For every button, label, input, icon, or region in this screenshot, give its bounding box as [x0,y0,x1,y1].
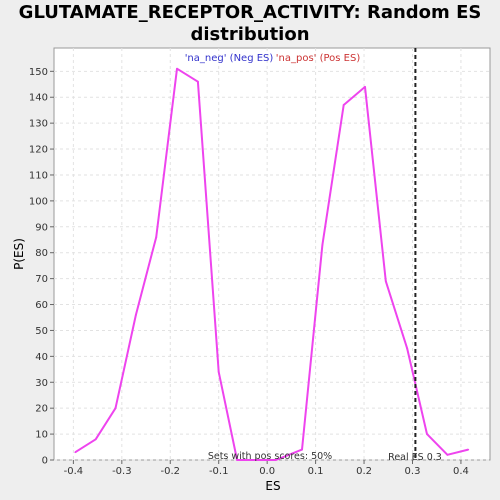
y-tick-label: 130 [29,119,48,130]
y-tick-label: 110 [29,170,48,181]
data-point [446,453,449,456]
series-layer [74,67,470,461]
y-tick-label: 70 [35,274,48,285]
y-tick-label: 10 [35,430,48,441]
data-point [217,370,220,373]
y-tick-label: 150 [29,67,48,78]
data-point [364,85,366,88]
y-tick-label: 50 [35,326,48,337]
y-tick-label: 30 [35,378,48,389]
x-tick-label: 0.2 [356,466,372,477]
y-tick-label: 80 [35,248,48,259]
y-tick-label: 40 [35,352,48,363]
axes: 0 10 20 30 40 50 60 70 80 90 100 110 120 130 140 150 -0.… [29,67,469,477]
y-tick-label: 60 [35,300,48,311]
legend-neg-label: 'na_neg' (Neg ES) [185,53,274,64]
x-tick-label: -0.3 [112,466,132,477]
y-tick-label: 0 [42,456,48,467]
y-tick-label: 90 [35,222,48,233]
data-point [342,104,345,106]
pos-scores-annotation: Sets with pos scores: 50% [208,451,332,462]
data-point [114,407,117,410]
data-point [384,280,387,283]
data-point [176,67,178,70]
x-axis-title: ES [265,479,280,493]
data-point [94,438,97,441]
x-tick-label: -0.1 [209,466,229,477]
data-point [155,236,158,239]
x-tick-label: 0.3 [405,466,421,477]
distribution-line [74,67,469,461]
legend-pos-label: 'na_pos' (Pos ES) [276,53,361,64]
data-point [406,347,409,350]
data-point [467,448,470,451]
data-point [255,459,258,461]
y-tick-label: 140 [29,93,48,104]
data-point [74,451,77,454]
grid-lines [54,48,490,461]
data-point [426,433,428,435]
y-tick-label: 20 [35,404,48,415]
x-tick-label: 0.0 [259,466,275,477]
data-point [274,459,277,461]
x-tick-label: 0.1 [308,466,324,477]
x-tick-label: -0.4 [64,466,84,477]
y-tick-label: 120 [29,145,48,156]
plot-area [53,47,491,461]
data-point [134,313,137,316]
data-point [301,448,303,451]
data-point [196,80,199,83]
x-tick-label: -0.2 [161,466,181,477]
real-es-label: Real ES 0.3 [388,452,442,463]
chart-title: GLUTAMATE_RECEPTOR_ACTIVITY: Random ES d… [18,2,482,45]
y-tick-label: 100 [29,196,48,207]
y-axis-title: P(ES) [12,238,26,270]
x-tick-label: 0.4 [453,466,469,477]
data-point [321,244,324,246]
data-point [236,459,239,461]
